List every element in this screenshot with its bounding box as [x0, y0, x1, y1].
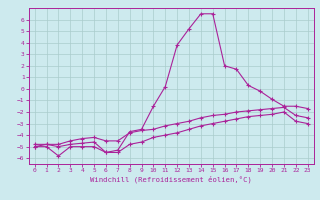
X-axis label: Windchill (Refroidissement éolien,°C): Windchill (Refroidissement éolien,°C): [90, 176, 252, 183]
